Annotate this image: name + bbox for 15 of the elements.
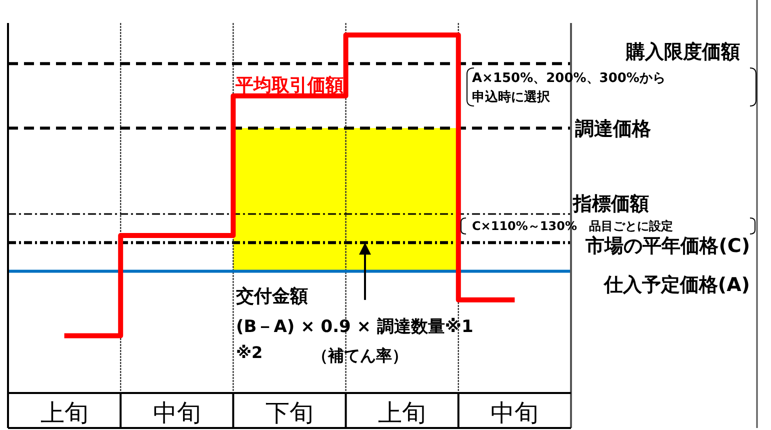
x-tick-label: 中旬 bbox=[490, 399, 539, 427]
annotation: 交付金額 bbox=[235, 286, 308, 307]
ref-line-label: 購入限度価額 bbox=[625, 41, 740, 63]
ref-line-label: 仕入予定価格(A) bbox=[602, 274, 750, 296]
annotation: (B－A) × 0.9 × 調達数量※1 bbox=[236, 317, 474, 337]
series-label: 平均取引価額 bbox=[234, 74, 344, 96]
x-tick-label: 中旬 bbox=[152, 399, 201, 427]
x-tick-label: 上旬 bbox=[40, 399, 88, 427]
annotation: （補てん率） bbox=[312, 346, 408, 365]
ref-line-label: 市場の平年価格(C) bbox=[584, 235, 750, 257]
x-tick-label: 下旬 bbox=[266, 399, 314, 427]
x-tick-label: 上旬 bbox=[378, 399, 426, 427]
ref-line-label: 調達価格 bbox=[575, 118, 652, 140]
ref-line-label: 指標価額 bbox=[572, 193, 649, 215]
annotation: ※2 bbox=[236, 343, 263, 362]
